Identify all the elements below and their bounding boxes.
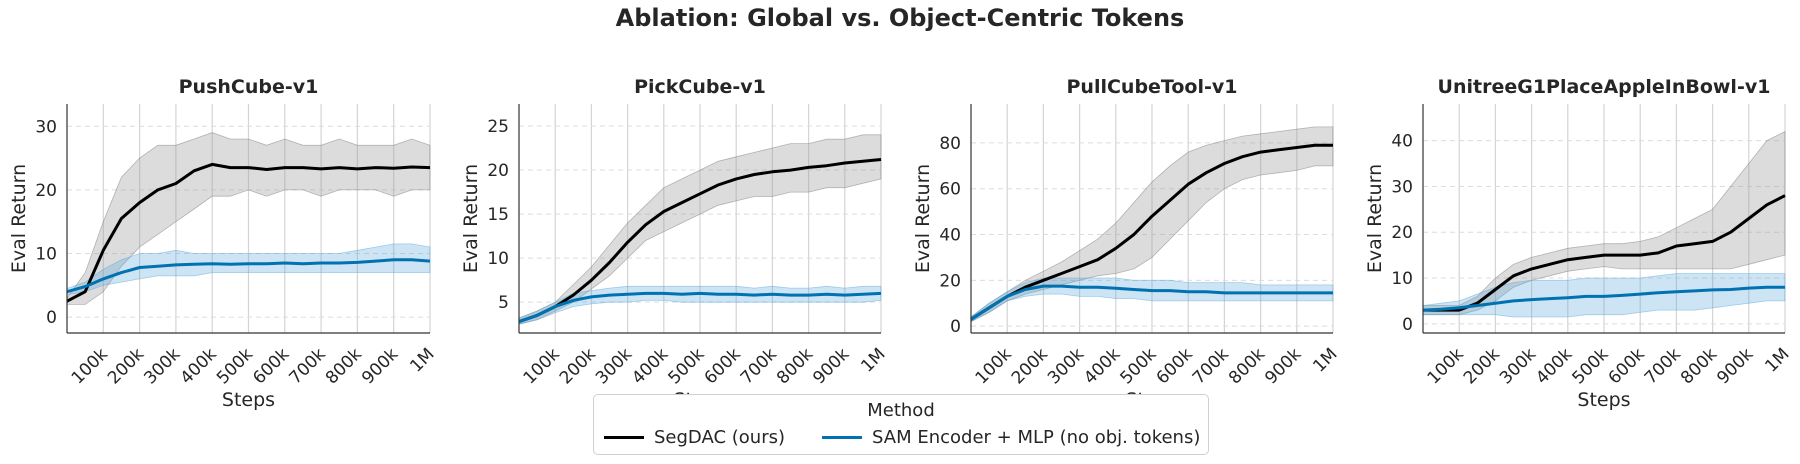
x-tick-label: 200k xyxy=(556,344,600,388)
x-tick-label: 600k xyxy=(249,344,293,388)
x-tick-label: 500k xyxy=(664,344,708,388)
x-tick-label: 400k xyxy=(628,344,672,388)
series-line-2 xyxy=(518,291,882,324)
x-tick-label: 400k xyxy=(1080,344,1124,388)
x-tick-label: 900k xyxy=(358,344,402,388)
x-tick-label: 800k xyxy=(1677,344,1721,388)
chart-title: PushCube-v1 xyxy=(179,76,319,98)
legend-item-sam: SAM Encoder + MLP (no obj. tokens) xyxy=(822,427,1200,448)
x-tick-label: 200k xyxy=(1460,344,1504,388)
y-axis-label: Eval Return xyxy=(1364,164,1386,273)
y-axis-label: Eval Return xyxy=(8,164,30,273)
x-tick-label: 500k xyxy=(1568,344,1612,388)
x-tick-label: 300k xyxy=(1044,344,1088,388)
y-tick-label: 20 xyxy=(1391,223,1413,243)
x-tick-label: 1M xyxy=(857,344,889,376)
y-axis-label: Eval Return xyxy=(460,164,482,273)
series-band-1 xyxy=(66,132,431,305)
y-tick-label: 60 xyxy=(939,180,961,200)
y-tick-label: 0 xyxy=(46,308,57,328)
legend-item-segdac: SegDAC (ours) xyxy=(604,427,785,448)
chart-title: UnitreeG1PlaceAppleInBowl-v1 xyxy=(1438,76,1771,98)
series-line-1 xyxy=(970,143,1333,321)
y-tick-label: 20 xyxy=(939,271,961,291)
series-band-2 xyxy=(970,277,1334,323)
chart-title: PickCube-v1 xyxy=(634,76,766,98)
series-line-1 xyxy=(1423,194,1786,312)
chart-title: PullCubeTool-v1 xyxy=(1067,76,1238,98)
x-tick-label: 100k xyxy=(520,344,564,388)
x-tick-label: 900k xyxy=(1713,344,1757,388)
legend-label-sam: SAM Encoder + MLP (no obj. tokens) xyxy=(872,427,1201,448)
x-tick-label: 1M xyxy=(1309,344,1341,376)
series-band-1 xyxy=(518,134,882,325)
series-line-2 xyxy=(970,284,1333,321)
y-tick-label: 25 xyxy=(487,117,509,137)
x-tick-label: 100k xyxy=(68,344,112,388)
y-tick-label: 40 xyxy=(1391,132,1413,152)
x-tick-label: 700k xyxy=(737,344,781,388)
x-tick-label: 1M xyxy=(1761,344,1793,376)
legend-label-segdac: SegDAC (ours) xyxy=(654,427,786,448)
y-tick-label: 30 xyxy=(35,117,57,137)
y-tick-label: 10 xyxy=(1391,269,1413,289)
x-tick-label: 700k xyxy=(1641,344,1685,388)
x-tick-label: 300k xyxy=(140,344,184,388)
x-tick-label: 800k xyxy=(1225,344,1269,388)
legend-swatch-segdac xyxy=(604,436,644,439)
x-tick-label: 600k xyxy=(1605,344,1649,388)
y-tick-label: 0 xyxy=(950,317,961,337)
x-tick-label: 700k xyxy=(286,344,330,388)
x-tick-label: 200k xyxy=(1008,344,1052,388)
series-line-1 xyxy=(66,162,431,303)
x-tick-label: 800k xyxy=(773,344,817,388)
y-tick-label: 10 xyxy=(487,249,509,269)
chart-panel-3: 0 20 40 60 80 100k200k300k400k500k600k700k800… xyxy=(912,76,1342,411)
y-tick-label: 15 xyxy=(487,205,509,225)
y-axis-label: Eval Return xyxy=(912,164,934,273)
series-line-1 xyxy=(518,158,882,324)
x-tick-label: 800k xyxy=(322,344,366,388)
x-tick-label: 400k xyxy=(1532,344,1576,388)
series-band-2 xyxy=(66,243,431,296)
figure-suptitle: Ablation: Global vs. Object-Centric Toke… xyxy=(615,4,1185,32)
x-tick-label: 900k xyxy=(809,344,853,388)
series-line-2 xyxy=(1422,285,1785,312)
x-tick-label: 600k xyxy=(701,344,745,388)
x-tick-label: 300k xyxy=(1496,344,1540,388)
chart-panel-2: 5 10 15 20 25 100k200k300k400k500k600k700k800… xyxy=(460,76,890,411)
y-tick-label: 5 xyxy=(498,293,509,313)
legend-title: Method xyxy=(867,400,935,421)
chart-panel-4: 0 10 20 30 40 100k200k300k400k500k600k700k800… xyxy=(1364,76,1794,411)
series-line-2 xyxy=(66,258,431,294)
x-tick-label: 600k xyxy=(1153,344,1197,388)
y-tick-label: 40 xyxy=(939,226,961,246)
y-tick-label: 30 xyxy=(1391,177,1413,197)
y-tick-label: 10 xyxy=(35,244,57,264)
x-axis-label: Steps xyxy=(1577,389,1630,411)
x-tick-label: 1M xyxy=(406,344,438,376)
legend-swatch-sam xyxy=(822,436,862,439)
y-tick-label: 20 xyxy=(487,161,509,181)
y-tick-label: 0 xyxy=(1402,315,1413,335)
x-tick-label: 500k xyxy=(213,344,257,388)
x-tick-label: 500k xyxy=(1116,344,1160,388)
x-axis-label: Steps xyxy=(222,389,275,411)
legend: Method SegDAC (ours) SAM Encoder + MLP (… xyxy=(593,394,1209,455)
x-tick-label: 100k xyxy=(972,344,1016,388)
x-tick-label: 700k xyxy=(1189,344,1233,388)
y-tick-label: 80 xyxy=(939,134,961,154)
x-tick-label: 100k xyxy=(1424,344,1468,388)
x-tick-label: 900k xyxy=(1261,344,1305,388)
x-tick-label: 200k xyxy=(104,344,148,388)
x-tick-label: 400k xyxy=(177,344,221,388)
y-tick-label: 20 xyxy=(35,181,57,201)
chart-panel-1: 0 10 20 30 100k200k300k400k500k600k700k800k9… xyxy=(8,76,439,411)
x-tick-label: 300k xyxy=(592,344,636,388)
